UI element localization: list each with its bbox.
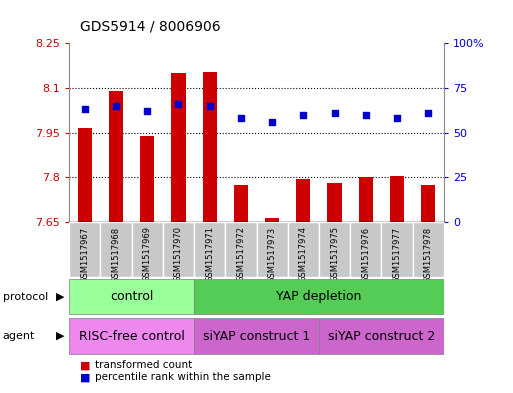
Point xyxy=(237,115,245,121)
Text: ■: ■ xyxy=(80,360,90,371)
Bar xyxy=(350,222,381,277)
Bar xyxy=(319,222,350,277)
Point xyxy=(424,110,432,116)
Bar xyxy=(390,176,404,222)
Text: protocol: protocol xyxy=(3,292,48,302)
Bar xyxy=(381,222,412,277)
Text: percentile rank within the sample: percentile rank within the sample xyxy=(95,372,271,382)
Text: ▶: ▶ xyxy=(56,331,65,341)
Bar xyxy=(234,185,248,222)
Bar xyxy=(359,177,373,222)
Bar xyxy=(194,222,225,277)
Text: control: control xyxy=(110,290,153,303)
Bar xyxy=(194,279,444,314)
Text: siYAP construct 2: siYAP construct 2 xyxy=(328,329,435,343)
Bar xyxy=(101,222,132,277)
Bar xyxy=(319,318,444,354)
Text: agent: agent xyxy=(3,331,35,341)
Point xyxy=(393,115,401,121)
Bar xyxy=(412,222,444,277)
Bar xyxy=(225,222,256,277)
Text: ▶: ▶ xyxy=(56,292,65,302)
Bar xyxy=(163,222,194,277)
Point xyxy=(143,108,151,114)
Point xyxy=(268,119,276,125)
Point xyxy=(81,106,89,112)
Bar xyxy=(69,279,194,314)
Text: GSM1517978: GSM1517978 xyxy=(424,226,432,283)
Point xyxy=(330,110,339,116)
Bar xyxy=(265,218,279,222)
Bar xyxy=(256,222,288,277)
Text: GSM1517975: GSM1517975 xyxy=(330,226,339,283)
Text: GSM1517969: GSM1517969 xyxy=(143,226,152,283)
Bar xyxy=(132,222,163,277)
Bar xyxy=(194,318,319,354)
Bar xyxy=(297,179,310,222)
Bar xyxy=(109,91,123,222)
Point xyxy=(299,112,307,118)
Text: GSM1517970: GSM1517970 xyxy=(174,226,183,283)
Point xyxy=(362,112,370,118)
Point xyxy=(112,103,120,109)
Text: GDS5914 / 8006906: GDS5914 / 8006906 xyxy=(80,19,220,33)
Bar xyxy=(78,128,92,222)
Bar xyxy=(288,222,319,277)
Point xyxy=(206,103,214,109)
Bar xyxy=(327,183,342,222)
Text: GSM1517977: GSM1517977 xyxy=(392,226,402,283)
Text: siYAP construct 1: siYAP construct 1 xyxy=(203,329,310,343)
Text: GSM1517974: GSM1517974 xyxy=(299,226,308,283)
Text: GSM1517968: GSM1517968 xyxy=(111,226,121,283)
Text: GSM1517972: GSM1517972 xyxy=(236,226,245,283)
Point xyxy=(174,101,183,107)
Text: transformed count: transformed count xyxy=(95,360,192,371)
Text: GSM1517971: GSM1517971 xyxy=(205,226,214,283)
Text: GSM1517973: GSM1517973 xyxy=(268,226,277,283)
Bar xyxy=(69,222,101,277)
Bar xyxy=(421,185,435,222)
Bar xyxy=(203,72,216,222)
Text: GSM1517976: GSM1517976 xyxy=(361,226,370,283)
Bar xyxy=(140,136,154,222)
Text: YAP depletion: YAP depletion xyxy=(276,290,362,303)
Bar xyxy=(69,318,194,354)
Text: ■: ■ xyxy=(80,372,90,382)
Text: GSM1517967: GSM1517967 xyxy=(81,226,89,283)
Text: RISC-free control: RISC-free control xyxy=(78,329,185,343)
Bar xyxy=(171,73,186,222)
